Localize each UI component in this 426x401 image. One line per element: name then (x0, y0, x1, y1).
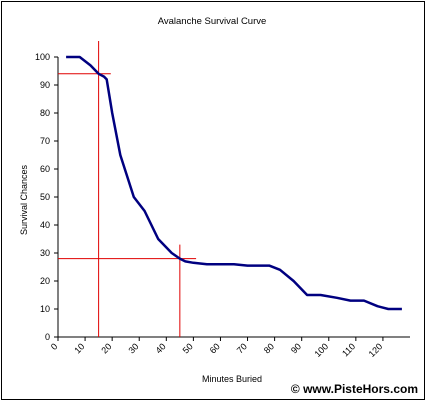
x-tick-label: 20 (99, 341, 113, 355)
axes-group: 0 10 20 30 40 50 60 70 80 90 100 0 10 20 30 40 50 60 70 80 9… (35, 52, 410, 359)
y-tick-label: 50 (40, 192, 50, 202)
reference-lines (58, 41, 197, 337)
x-tick-label: 70 (235, 341, 249, 355)
chart-title: Avalanche Survival Curve (158, 16, 267, 27)
y-tick-label: 60 (40, 164, 50, 174)
y-tick-label: 90 (40, 80, 50, 90)
y-tick-label: 10 (40, 304, 50, 314)
x-tick-label: 90 (289, 341, 303, 355)
x-tick-label: 110 (340, 341, 357, 358)
copyright-text: © www.PisteHors.com (291, 382, 418, 396)
series-group (66, 55, 402, 311)
y-tick-label: 30 (40, 248, 50, 258)
x-tick-label: 50 (181, 341, 195, 355)
x-tick-label: 100 (312, 341, 330, 359)
x-tick-label: 80 (262, 341, 276, 355)
y-tick-label: 0 (45, 332, 50, 342)
x-tick-label: 120 (367, 341, 385, 359)
x-tick-label: 30 (126, 341, 140, 355)
x-axis-label: Minutes Buried (202, 374, 262, 384)
x-tick-label: 0 (49, 341, 60, 352)
x-tick-label: 60 (208, 341, 222, 355)
y-tick-label: 70 (40, 136, 50, 146)
y-tick-label: 80 (40, 108, 50, 118)
y-tick-label: 20 (40, 276, 50, 286)
y-tick-label: 100 (35, 52, 50, 62)
survival-series-line (66, 55, 402, 311)
x-tick-label: 10 (72, 341, 86, 355)
y-axis-label: Survival Chances (19, 164, 29, 235)
x-tick-label: 40 (154, 341, 168, 355)
y-tick-label: 40 (40, 220, 50, 230)
